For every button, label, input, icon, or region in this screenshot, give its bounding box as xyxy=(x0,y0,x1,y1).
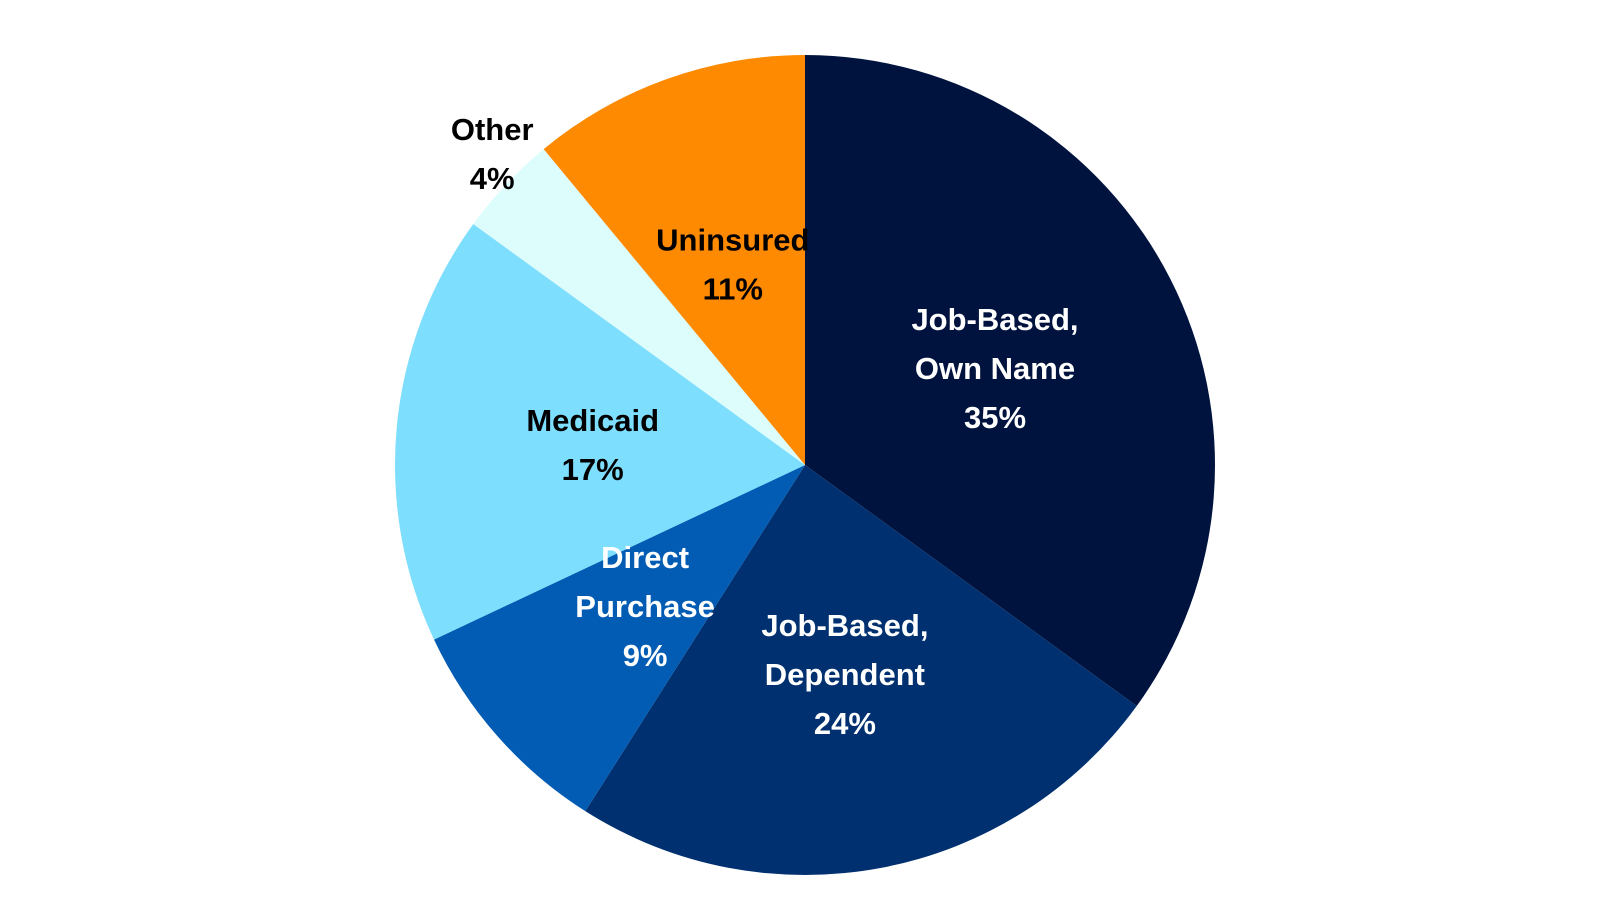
slice-category-label: Other xyxy=(451,112,534,147)
slice-value-label: 9% xyxy=(623,638,668,673)
pie-slice-other xyxy=(473,149,805,465)
slice-label-direct-purchase: Direct Purchase 9% xyxy=(575,540,715,673)
slice-label-job-based-dependent: Job-Based, Dependent 24% xyxy=(761,608,928,741)
slice-category-label: Own Name xyxy=(915,351,1075,386)
slice-value-label: 11% xyxy=(703,272,763,307)
slice-label-uninsured: Uninsured 11% xyxy=(656,223,809,307)
pie-slice-job-based-own-name xyxy=(805,55,1216,706)
labels-layer: Job-Based, Own Name 35% Job-Based, Dependent… xyxy=(451,112,1079,741)
slice-category-label: Job-Based, xyxy=(911,302,1078,337)
slice-value-label: 35% xyxy=(964,400,1026,435)
pie-slice-uninsured xyxy=(543,55,805,465)
slice-label-job-based-own-name: Job-Based, Own Name 35% xyxy=(911,302,1078,435)
slice-label-other: Other 4% xyxy=(451,112,534,196)
slice-category-label: Medicaid xyxy=(526,403,659,438)
pie-slice-medicaid xyxy=(394,224,805,640)
pie-slice-job-based-dependent xyxy=(585,465,1137,875)
slice-value-label: 24% xyxy=(814,706,876,741)
slice-category-label: Dependent xyxy=(765,657,925,692)
slice-label-medicaid: Medicaid 17% xyxy=(526,403,659,487)
pie-slice-direct-purchase xyxy=(434,465,805,812)
slice-category-label: Purchase xyxy=(575,589,715,624)
slice-value-label: 4% xyxy=(470,161,515,196)
slice-value-label: 17% xyxy=(562,452,624,487)
slice-category-label: Uninsured xyxy=(656,223,809,258)
slices-layer xyxy=(394,55,1216,875)
slice-category-label: Direct xyxy=(601,540,689,575)
slice-category-label: Job-Based, xyxy=(761,608,928,643)
